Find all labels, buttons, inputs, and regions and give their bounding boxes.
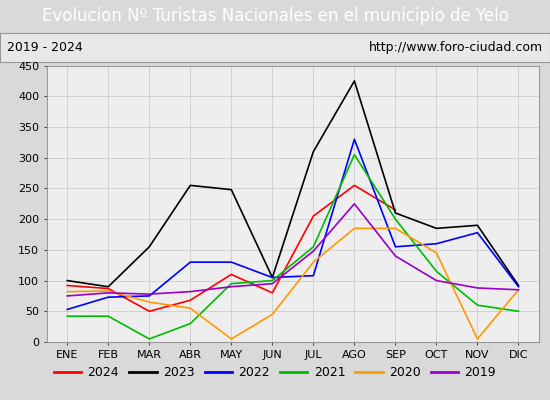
Text: Evolucion Nº Turistas Nacionales en el municipio de Yelo: Evolucion Nº Turistas Nacionales en el m… xyxy=(42,7,508,25)
Text: 2019 - 2024: 2019 - 2024 xyxy=(7,41,82,54)
Text: http://www.foro-ciudad.com: http://www.foro-ciudad.com xyxy=(369,41,543,54)
Legend: 2024, 2023, 2022, 2021, 2020, 2019: 2024, 2023, 2022, 2021, 2020, 2019 xyxy=(49,362,501,384)
